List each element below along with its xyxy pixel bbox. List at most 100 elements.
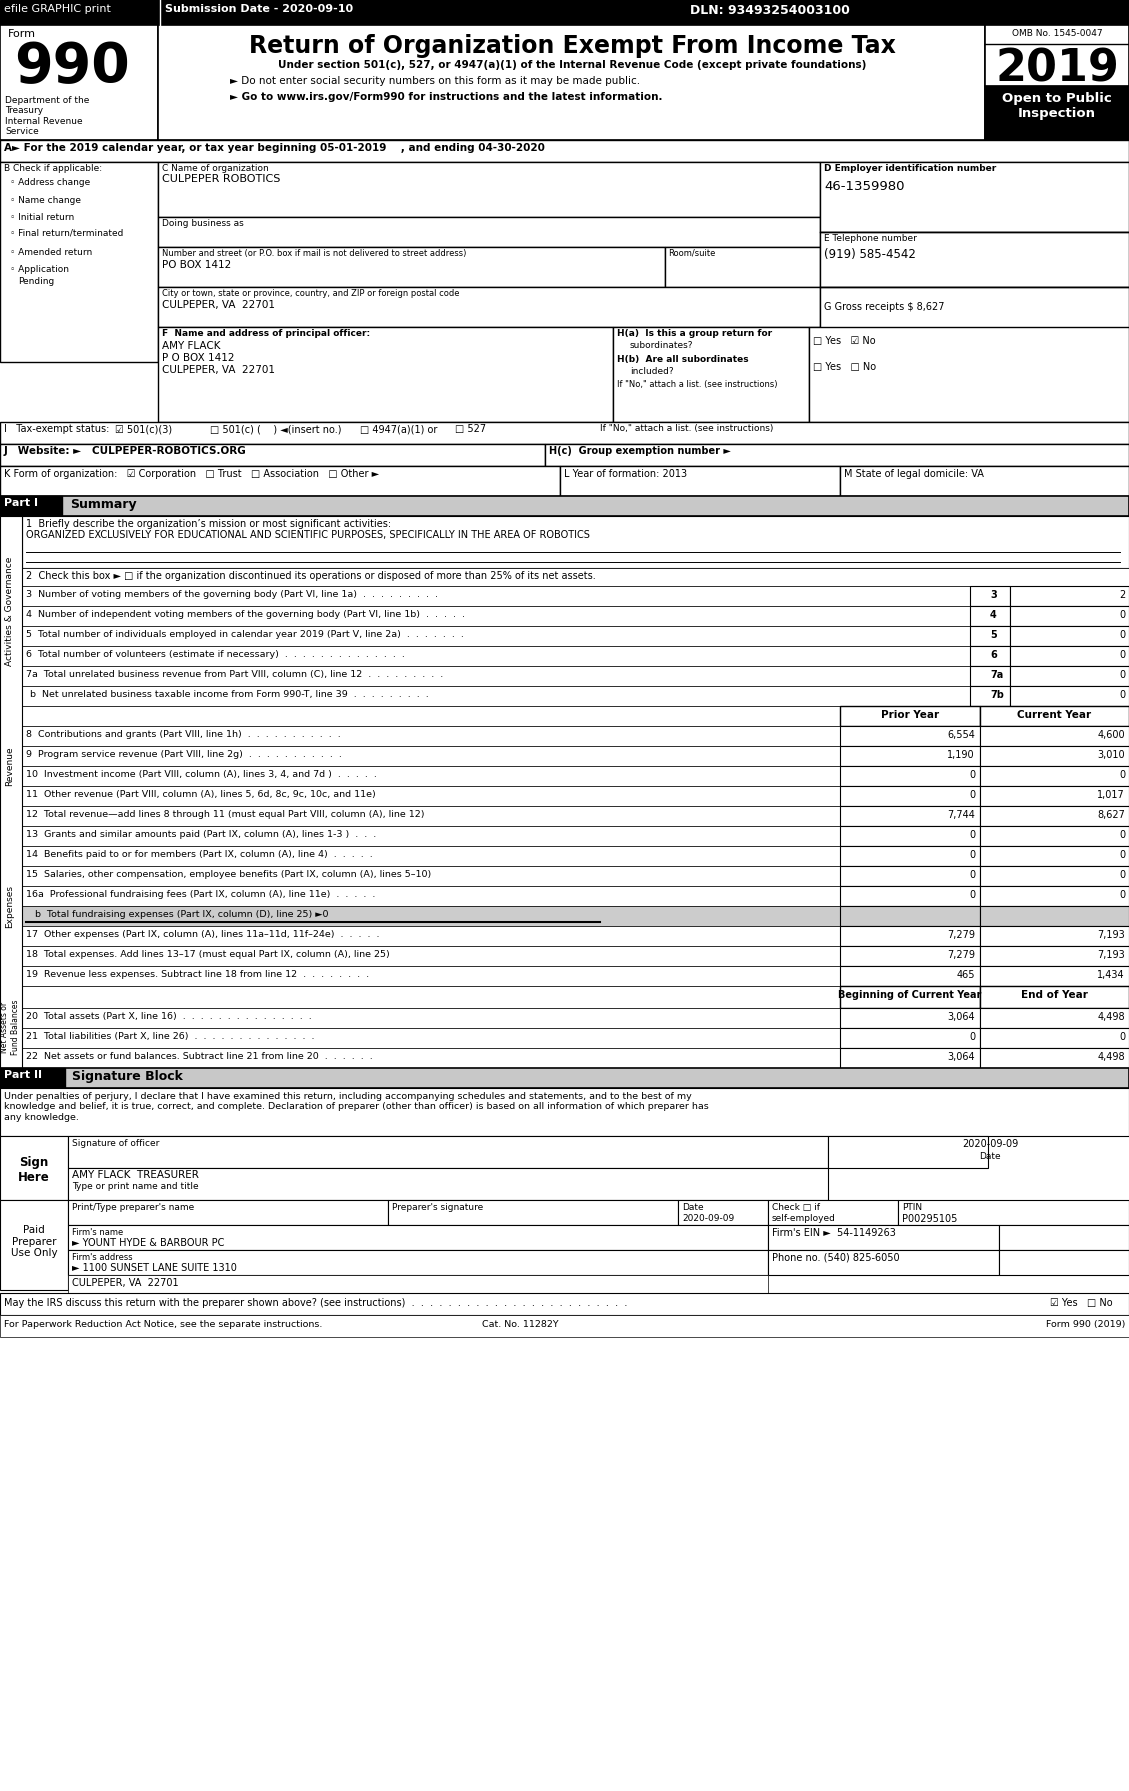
Bar: [0, 140, 1129, 161]
Bar: [1010, 666, 1129, 686]
Text: ◦ Application: ◦ Application: [10, 265, 69, 274]
Text: 0: 0: [1119, 611, 1124, 620]
Bar: [980, 725, 1129, 747]
Bar: [809, 328, 1129, 423]
Bar: [980, 926, 1129, 946]
Bar: [0, 516, 21, 1067]
Text: CULPEPER ROBOTICS: CULPEPER ROBOTICS: [161, 174, 280, 184]
Text: ◦ Amended return: ◦ Amended return: [10, 247, 93, 256]
Text: 17  Other expenses (Part IX, column (A), lines 11a–11d, 11f–24e)  .  .  .  .  .: 17 Other expenses (Part IX, column (A), …: [26, 930, 379, 938]
Bar: [665, 247, 820, 287]
Text: Activities & Governance: Activities & Governance: [6, 557, 15, 666]
Bar: [970, 586, 1010, 605]
Text: 3,010: 3,010: [1097, 750, 1124, 759]
Bar: [840, 845, 980, 867]
Bar: [0, 1135, 68, 1200]
Text: Beginning of Current Year: Beginning of Current Year: [839, 990, 982, 999]
Text: 990: 990: [14, 39, 130, 93]
Text: F  Name and address of principal officer:: F Name and address of principal officer:: [161, 330, 370, 338]
Text: 9  Program service revenue (Part VIII, line 2g)  .  .  .  .  .  .  .  .  .  .  .: 9 Program service revenue (Part VIII, li…: [26, 750, 342, 759]
Text: Preparer's signature: Preparer's signature: [392, 1204, 483, 1213]
Text: ☑ Yes   □ No: ☑ Yes □ No: [1050, 1298, 1112, 1307]
Text: 7b: 7b: [990, 690, 1004, 700]
Text: E Telephone number: E Telephone number: [824, 235, 917, 244]
Text: Revenue: Revenue: [6, 747, 15, 786]
Text: 11  Other revenue (Part VIII, column (A), lines 5, 6d, 8c, 9c, 10c, and 11e): 11 Other revenue (Part VIII, column (A),…: [26, 790, 376, 799]
Text: End of Year: End of Year: [1021, 990, 1087, 999]
Text: 12  Total revenue—add lines 8 through 11 (must equal Part VIII, column (A), line: 12 Total revenue—add lines 8 through 11 …: [26, 810, 425, 818]
Text: Sign
Here: Sign Here: [18, 1155, 50, 1184]
Text: Doing business as: Doing business as: [161, 219, 244, 227]
Text: Type or print name and title: Type or print name and title: [72, 1182, 199, 1191]
Text: 7,193: 7,193: [1097, 949, 1124, 960]
Text: I   Tax-exempt status:: I Tax-exempt status:: [5, 424, 110, 433]
Text: 0: 0: [969, 1032, 975, 1042]
Text: 16a  Professional fundraising fees (Part IX, column (A), line 11e)  .  .  .  .  : 16a Professional fundraising fees (Part …: [26, 890, 375, 899]
Text: 3  Number of voting members of the governing body (Part VI, line 1a)  .  .  .  .: 3 Number of voting members of the govern…: [26, 589, 438, 598]
Text: Number and street (or P.O. box if mail is not delivered to street address): Number and street (or P.O. box if mail i…: [161, 249, 466, 258]
Bar: [679, 1200, 768, 1225]
Bar: [21, 586, 970, 605]
Bar: [970, 605, 1010, 627]
Bar: [21, 605, 970, 627]
Text: 3,064: 3,064: [947, 1051, 975, 1062]
Bar: [0, 1067, 65, 1087]
Text: D Employer identification number: D Employer identification number: [824, 165, 996, 174]
Bar: [820, 287, 1129, 362]
Bar: [840, 786, 980, 806]
Bar: [0, 0, 1129, 25]
Bar: [0, 25, 1129, 140]
Bar: [21, 516, 1129, 568]
Bar: [840, 466, 1129, 496]
Text: 2019: 2019: [995, 48, 1119, 91]
Text: 4,498: 4,498: [1097, 1051, 1124, 1062]
Text: ORGANIZED EXCLUSIVELY FOR EDUCATIONAL AND SCIENTIFIC PURPOSES, SPECIFICALLY IN T: ORGANIZED EXCLUSIVELY FOR EDUCATIONAL AN…: [26, 530, 589, 541]
Text: CULPEPER, VA  22701: CULPEPER, VA 22701: [72, 1279, 178, 1288]
Bar: [980, 887, 1129, 906]
Bar: [0, 1315, 1129, 1338]
Text: 0: 0: [1119, 670, 1124, 681]
Text: H(c)  Group exemption number ►: H(c) Group exemption number ►: [549, 446, 730, 457]
Bar: [980, 946, 1129, 965]
Text: 0: 0: [1119, 630, 1124, 639]
Bar: [158, 161, 820, 217]
Text: M State of legal domicile: VA: M State of legal domicile: VA: [844, 469, 983, 478]
Text: 0: 0: [1119, 690, 1124, 700]
Text: Phone no. (540) 825-6050: Phone no. (540) 825-6050: [772, 1254, 900, 1263]
Bar: [820, 233, 1129, 287]
Text: Pending: Pending: [18, 278, 54, 287]
Bar: [768, 1225, 999, 1250]
Bar: [21, 647, 970, 666]
Text: OMB No. 1545-0047: OMB No. 1545-0047: [1012, 29, 1102, 38]
Bar: [21, 926, 840, 946]
Text: 10  Investment income (Part VIII, column (A), lines 3, 4, and 7d )  .  .  .  .  : 10 Investment income (Part VIII, column …: [26, 770, 377, 779]
Text: C Name of organization: C Name of organization: [161, 165, 269, 174]
Text: 0: 0: [969, 870, 975, 879]
Bar: [840, 706, 980, 725]
Bar: [970, 627, 1010, 647]
Text: 0: 0: [969, 890, 975, 901]
Text: 46-1359980: 46-1359980: [824, 181, 904, 193]
Text: H(b)  Are all subordinates: H(b) Are all subordinates: [618, 355, 749, 364]
Text: Firm's name: Firm's name: [72, 1229, 123, 1238]
Text: (919) 585-4542: (919) 585-4542: [824, 247, 916, 261]
Bar: [21, 725, 840, 747]
Text: If "No," attach a list. (see instructions): If "No," attach a list. (see instruction…: [599, 424, 773, 433]
Text: ► 1100 SUNSET LANE SUITE 1310: ► 1100 SUNSET LANE SUITE 1310: [72, 1263, 237, 1273]
Bar: [68, 1250, 768, 1275]
Text: 1,017: 1,017: [1097, 790, 1124, 801]
Text: 19  Revenue less expenses. Subtract line 18 from line 12  .  .  .  .  .  .  .  .: 19 Revenue less expenses. Subtract line …: [26, 971, 369, 980]
Text: 0: 0: [1119, 890, 1124, 901]
Bar: [68, 1275, 768, 1293]
Text: 5  Total number of individuals employed in calendar year 2019 (Part V, line 2a) : 5 Total number of individuals employed i…: [26, 630, 464, 639]
Text: Department of the
Treasury
Internal Revenue
Service: Department of the Treasury Internal Reve…: [5, 97, 89, 136]
Text: If "No," attach a list. (see instructions): If "No," attach a list. (see instruction…: [618, 380, 778, 389]
Text: 1,190: 1,190: [947, 750, 975, 759]
Bar: [768, 1250, 999, 1275]
Text: 5: 5: [990, 630, 997, 639]
Text: ◦ Initial return: ◦ Initial return: [10, 213, 75, 222]
Bar: [840, 946, 980, 965]
Bar: [980, 867, 1129, 887]
Bar: [840, 987, 980, 1008]
Text: 4  Number of independent voting members of the governing body (Part VI, line 1b): 4 Number of independent voting members o…: [26, 611, 465, 620]
